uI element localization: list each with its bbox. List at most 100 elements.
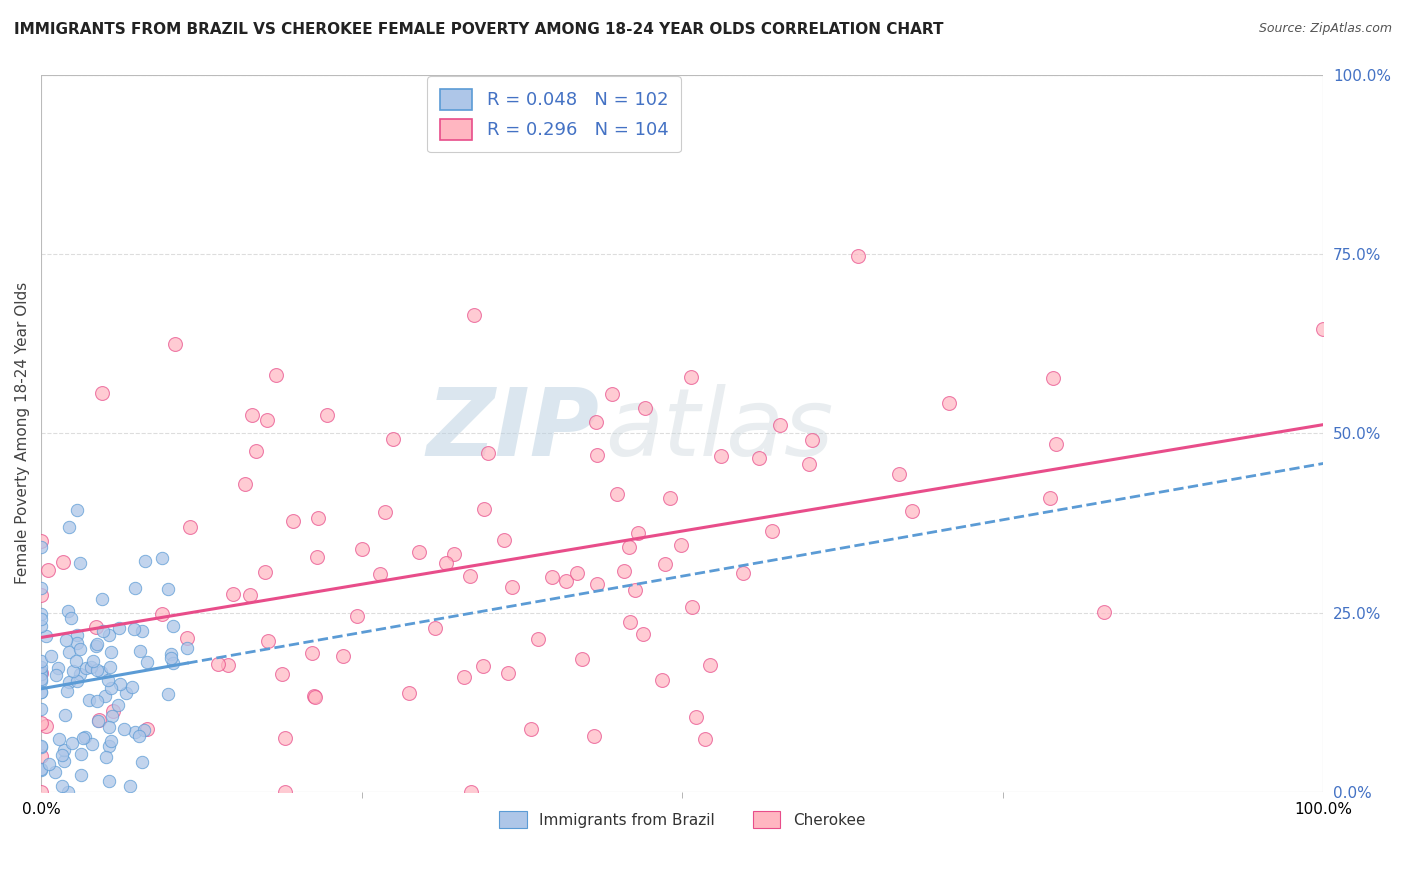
- Point: [30, 684, 52, 698]
- Point: [585, 448, 607, 462]
- Point: [283, 514, 305, 528]
- Point: [128, 729, 150, 743]
- Point: [240, 408, 263, 422]
- Point: [443, 547, 465, 561]
- Point: [56, 604, 79, 618]
- Point: [585, 577, 607, 591]
- Point: [110, 677, 132, 691]
- Point: [304, 690, 326, 704]
- Point: [800, 433, 823, 447]
- Point: [162, 656, 184, 670]
- Point: [654, 557, 676, 571]
- Point: [423, 622, 446, 636]
- Text: IMMIGRANTS FROM BRAZIL VS CHEROKEE FEMALE POVERTY AMONG 18-24 YEAR OLDS CORRELAT: IMMIGRANTS FROM BRAZIL VS CHEROKEE FEMAL…: [14, 22, 943, 37]
- Point: [176, 631, 198, 645]
- Point: [460, 785, 482, 799]
- Point: [120, 779, 142, 793]
- Point: [35, 629, 58, 643]
- Point: [496, 665, 519, 680]
- Y-axis label: Female Poverty Among 18-24 Year Olds: Female Poverty Among 18-24 Year Olds: [15, 282, 30, 584]
- Point: [84, 620, 107, 634]
- Point: [53, 743, 76, 757]
- Point: [69, 641, 91, 656]
- Point: [492, 533, 515, 547]
- Point: [307, 549, 329, 564]
- Point: [77, 693, 100, 707]
- Point: [346, 608, 368, 623]
- Point: [52, 755, 75, 769]
- Point: [69, 666, 91, 681]
- Point: [695, 731, 717, 746]
- Point: [131, 755, 153, 769]
- Point: [606, 486, 628, 500]
- Point: [136, 722, 159, 736]
- Point: [30, 763, 52, 777]
- Point: [685, 710, 707, 724]
- Point: [30, 655, 52, 669]
- Point: [121, 680, 143, 694]
- Point: [30, 588, 52, 602]
- Point: [541, 570, 564, 584]
- Point: [681, 370, 703, 384]
- Point: [124, 725, 146, 739]
- Point: [1312, 322, 1334, 336]
- Point: [107, 620, 129, 634]
- Point: [45, 668, 67, 682]
- Text: Source: ZipAtlas.com: Source: ZipAtlas.com: [1258, 22, 1392, 36]
- Point: [352, 541, 374, 556]
- Point: [316, 408, 339, 422]
- Point: [256, 634, 278, 648]
- Point: [58, 785, 80, 799]
- Point: [30, 702, 52, 716]
- Point: [846, 249, 869, 263]
- Point: [332, 649, 354, 664]
- Point: [100, 645, 122, 659]
- Point: [253, 565, 276, 579]
- Point: [79, 659, 101, 673]
- Point: [98, 660, 121, 674]
- Point: [585, 415, 607, 429]
- Point: [631, 627, 654, 641]
- Point: [51, 779, 73, 793]
- Point: [256, 413, 278, 427]
- Point: [239, 588, 262, 602]
- Point: [89, 713, 111, 727]
- Point: [472, 659, 495, 673]
- Point: [69, 768, 91, 782]
- Point: [70, 747, 93, 761]
- Point: [44, 764, 66, 779]
- Point: [66, 673, 89, 688]
- Point: [748, 450, 770, 465]
- Point: [264, 368, 287, 382]
- Point: [1042, 371, 1064, 385]
- Point: [301, 647, 323, 661]
- Point: [75, 730, 97, 744]
- Point: [58, 645, 80, 659]
- Point: [86, 663, 108, 677]
- Point: [94, 689, 117, 703]
- Point: [39, 649, 62, 664]
- Point: [1092, 605, 1115, 619]
- Point: [627, 525, 650, 540]
- Point: [86, 694, 108, 708]
- Point: [157, 687, 180, 701]
- Point: [217, 658, 239, 673]
- Point: [84, 640, 107, 654]
- Point: [75, 661, 97, 675]
- Point: [72, 731, 94, 745]
- Point: [30, 685, 52, 699]
- Point: [55, 683, 77, 698]
- Point: [134, 554, 156, 568]
- Point: [160, 650, 183, 665]
- Point: [156, 582, 179, 597]
- Point: [681, 599, 703, 614]
- Point: [100, 681, 122, 696]
- Point: [38, 756, 60, 771]
- Point: [453, 670, 475, 684]
- Point: [30, 672, 52, 686]
- Point: [100, 708, 122, 723]
- Text: atlas: atlas: [605, 384, 834, 475]
- Point: [69, 557, 91, 571]
- Point: [66, 628, 89, 642]
- Point: [30, 715, 52, 730]
